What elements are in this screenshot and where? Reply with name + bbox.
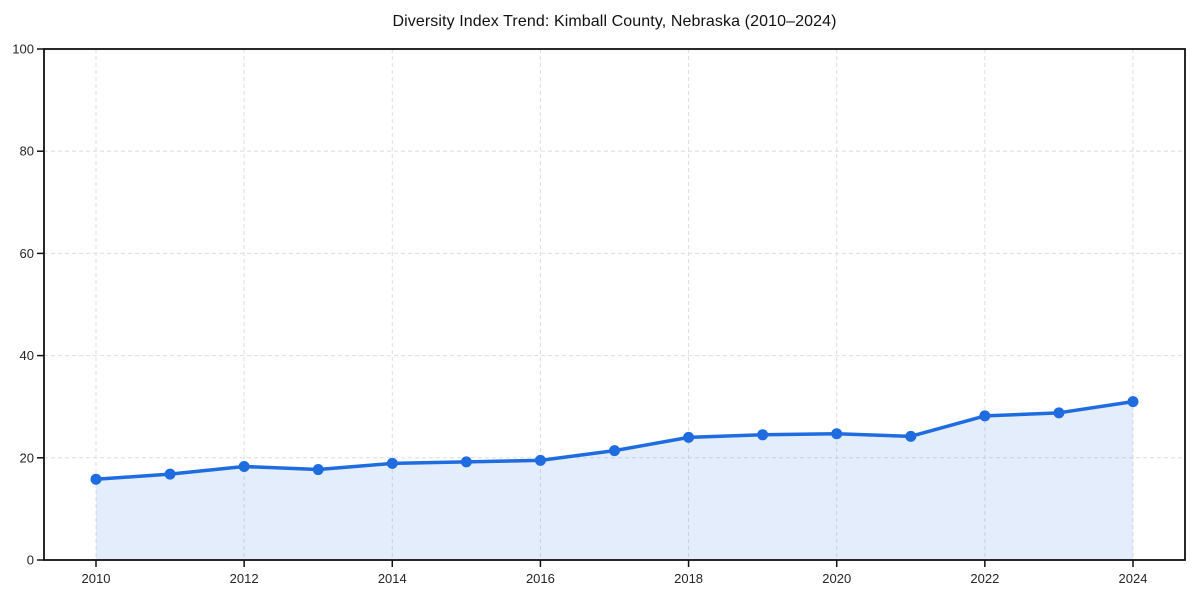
data-point-2020	[831, 428, 843, 440]
x-tick-label-2016: 2016	[526, 571, 555, 586]
y-tick-label-0: 0	[27, 553, 34, 568]
data-point-2019	[757, 429, 769, 441]
x-tick-label-2012: 2012	[230, 571, 259, 586]
plot-border	[43, 48, 1186, 561]
x-tick-label-2022: 2022	[970, 571, 999, 586]
y-tick-label-100: 100	[12, 42, 34, 57]
y-tick-label-80: 80	[20, 144, 34, 159]
chart-title: Diversity Index Trend: Kimball County, N…	[392, 13, 837, 30]
area-fill	[96, 401, 1133, 560]
data-point-2012	[238, 460, 250, 472]
data-point-2023	[1053, 407, 1065, 419]
data-point-2011	[164, 468, 176, 480]
data-point-2014	[386, 457, 398, 469]
data-point-2022	[979, 410, 991, 422]
y-tick-label-40: 40	[20, 348, 34, 363]
data-point-2016	[534, 454, 546, 466]
x-tick-label-2020: 2020	[822, 571, 851, 586]
data-point-2015	[460, 456, 472, 468]
data-point-2017	[609, 445, 620, 457]
data-point-2010	[90, 473, 102, 485]
data-point-2013	[312, 464, 324, 476]
x-tick-label-2024: 2024	[1119, 571, 1148, 586]
x-tick-label-2014: 2014	[378, 571, 407, 586]
data-point-2024	[1127, 396, 1139, 408]
x-tick-label-2018: 2018	[674, 571, 703, 586]
data-point-2021	[905, 430, 917, 442]
y-tick-label-20: 20	[20, 450, 34, 465]
y-tick-label-60: 60	[20, 246, 34, 261]
x-tick-label-2010: 2010	[82, 571, 111, 586]
data-point-2018	[683, 431, 695, 443]
